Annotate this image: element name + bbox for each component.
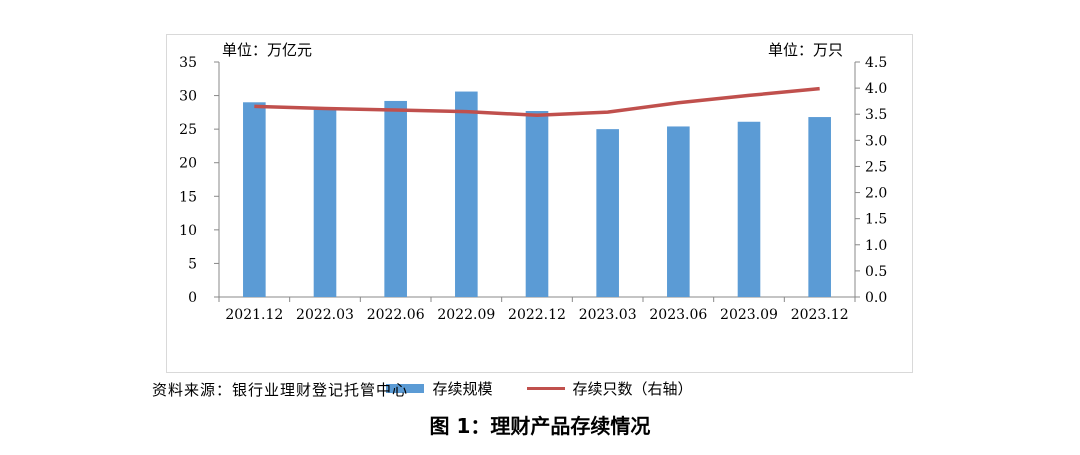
right-tick-label: 1.5: [865, 212, 887, 228]
bar: [737, 121, 761, 297]
right-axis-unit: 单位：万只: [768, 41, 844, 59]
bar: [808, 117, 831, 297]
legend-line-swatch: [526, 387, 565, 390]
left-tick-label: 35: [179, 55, 197, 71]
left-tick-label: 0: [188, 290, 197, 306]
x-tick-label: 2023.06: [649, 307, 707, 323]
x-tick-label: 2021.12: [225, 307, 283, 323]
chart-frame: 0 5 10 15 20 25 30 35 0.0 0.5 1.0 1.5 2.0 2.5 3.0 3.5 4.…: [166, 34, 913, 398]
bar: [455, 91, 478, 297]
x-tick-label: 2022.06: [367, 307, 425, 323]
left-tick-label: 30: [179, 89, 197, 105]
x-tick-label: 2022.03: [296, 307, 354, 323]
right-tick-label: 0.5: [865, 264, 887, 280]
bar: [384, 100, 407, 297]
right-tick-label: 3.0: [865, 133, 887, 149]
line-series: [254, 86, 820, 118]
x-tick-label: 2023.09: [720, 307, 778, 323]
bar: [243, 102, 266, 298]
right-tick-label: 2.5: [865, 159, 887, 175]
right-tick-label: 3.5: [865, 107, 887, 123]
legend-label-line: 存续只数（右轴）: [572, 380, 693, 398]
legend-item-line: 存续只数（右轴）: [526, 378, 693, 399]
chart-plot: 0 5 10 15 20 25 30 35 0.0 0.5 1.0 1.5 2.0 2.5 3.0 3.5 4.…: [179, 55, 887, 323]
x-tick-label: 2022.12: [508, 307, 566, 323]
legend: 存续规模 存续只数（右轴）: [167, 378, 912, 399]
legend-item-bar: 存续规模: [386, 378, 493, 399]
left-axis-unit: 单位：万亿元: [222, 41, 313, 59]
legend-label-bar: 存续规模: [432, 380, 493, 398]
x-tick-label: 2023.03: [579, 307, 637, 323]
bar: [667, 126, 690, 297]
right-tick-label: 4.5: [865, 55, 887, 71]
bar: [525, 111, 549, 297]
bar: [313, 107, 337, 298]
figure-caption: 图 1：理财产品存续情况: [429, 414, 651, 438]
right-tick-label: 1.0: [865, 238, 887, 254]
left-tick-label: 20: [179, 156, 197, 172]
left-tick-label: 15: [179, 189, 197, 205]
left-tick-label: 25: [179, 122, 197, 138]
source-note: 资料来源：银行业理财登记托管中心: [152, 381, 409, 399]
right-tick-label: 2.0: [865, 186, 887, 202]
left-tick-label: 5: [188, 256, 197, 272]
bar: [596, 129, 619, 297]
x-tick-label: 2023.12: [791, 307, 849, 323]
left-tick-label: 10: [179, 223, 197, 239]
right-tick-label: 0.0: [865, 290, 887, 306]
right-tick-label: 4.0: [865, 81, 887, 97]
legend-bar-swatch: [386, 384, 425, 393]
x-tick-label: 2022.09: [437, 307, 495, 323]
